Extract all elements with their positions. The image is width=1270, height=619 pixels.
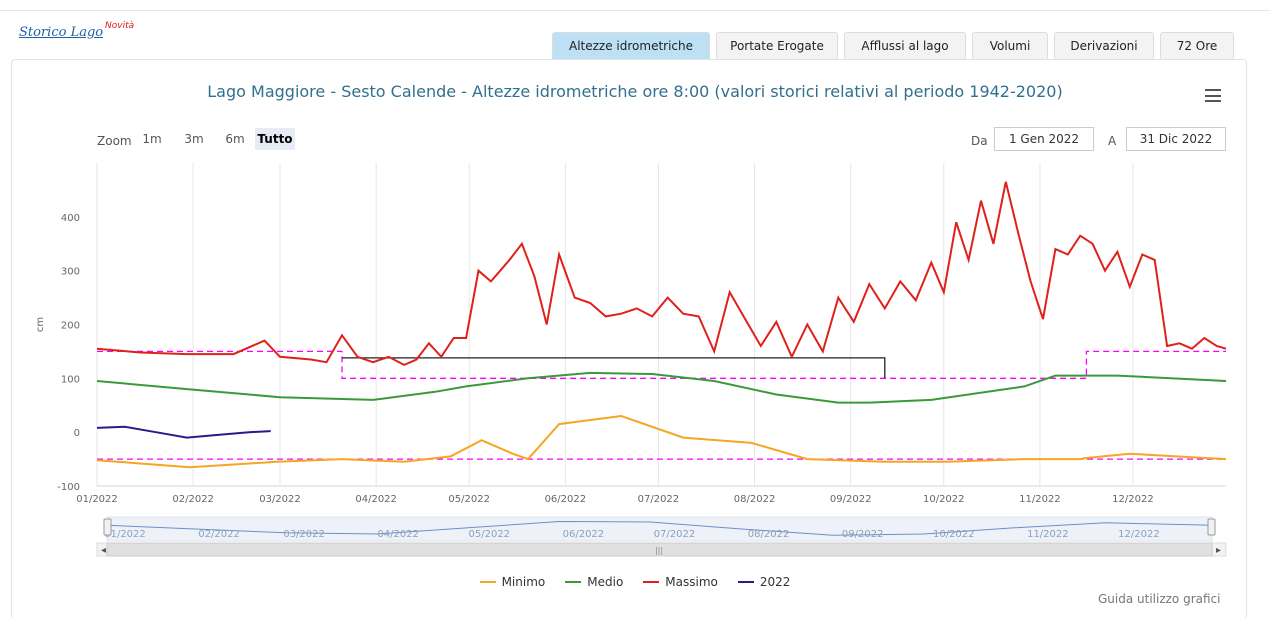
navigator-background [106,516,1213,542]
top-divider [0,10,1270,11]
legend-swatch-2022 [737,581,754,583]
zoom-3m-button[interactable]: 3m [184,132,204,146]
tab-portate-erogate[interactable]: Portate Erogate [716,32,838,59]
x-tick-label: 12/2022 [1112,494,1154,505]
reference-line [97,350,1226,379]
legend: Minimo Medio Massimo 2022 [0,575,1270,589]
zoom-1m-button[interactable]: 1m [142,132,162,146]
storico-lago-link[interactable]: Storico Lago [19,25,104,40]
range-to-label: A [1108,134,1117,148]
new-badge: Novità [105,21,135,31]
x-tick-label: 11/2022 [1019,494,1061,505]
guide-link[interactable]: Guida utilizzo grafici [1098,592,1221,606]
y-tick-label: 300 [61,267,80,278]
y-axis-label: cm [35,317,46,332]
range-to-input[interactable]: 31 Dic 2022 [1126,127,1226,151]
navigator-series-line [106,520,1213,536]
legend-item-minimo[interactable]: Minimo [479,575,545,589]
x-tick-label: 01/2022 [76,494,118,505]
tab-derivazioni[interactable]: Derivazioni [1054,32,1154,59]
y-tick-label: 400 [61,213,80,224]
y-tick-label: 0 [74,428,80,439]
x-tick-label: 04/2022 [355,494,397,505]
navigator-tick-label: 07/2022 [654,529,696,540]
hamburger-menu-icon[interactable] [1205,89,1221,102]
scrollbar-thumb [106,542,1213,557]
zoom-6m-button[interactable]: 6m [225,132,245,146]
y-tick-label: 100 [61,374,80,385]
navigator-tick-label: 01/2022 [104,529,146,540]
navigator-tick-label: 06/2022 [563,529,605,540]
x-tick-label: 10/2022 [923,494,965,505]
zoom-label: Zoom [97,134,132,148]
navigator-tick-label: 10/2022 [933,529,975,540]
navigator-tick-label: 09/2022 [842,529,884,540]
chart-panel [11,59,1247,619]
navigator-tick-label: 12/2022 [1118,529,1160,540]
x-tick-label: 02/2022 [172,494,214,505]
legend-item-medio[interactable]: Medio [565,575,623,589]
navigator-tick-label: 08/2022 [748,529,790,540]
x-tick-label: 05/2022 [448,494,490,505]
navigator-tick-label: 04/2022 [377,529,419,540]
x-tick-label: 08/2022 [734,494,776,505]
navigator-tick-label: 05/2022 [469,529,511,540]
series-line-minimo [96,414,1227,469]
tab-72-ore[interactable]: 72 Ore [1160,32,1234,59]
zoom-all-button[interactable]: Tutto [255,128,295,150]
x-tick-label: 09/2022 [830,494,872,505]
series-line-massimo [96,181,1227,367]
legend-swatch-medio [565,581,582,583]
scroll-right-arrow-icon: ▸ [1216,545,1221,556]
legend-swatch-minimo [479,581,496,583]
series-line-medio [96,371,1227,404]
legend-swatch-massimo [643,581,660,583]
chart-title: Lago Maggiore - Sesto Calende - Altezze … [207,82,1063,101]
range-from-label: Da [971,134,988,148]
tab-bar: Altezze idrometriche Portate Erogate Aff… [552,32,1240,59]
range-from-input[interactable]: 1 Gen 2022 [994,127,1094,151]
tab-altezze-idrometriche[interactable]: Altezze idrometriche [552,32,710,59]
x-tick-label: 06/2022 [545,494,587,505]
navigator-handle-right [1207,518,1216,536]
y-tick-label: 200 [61,321,80,332]
navigator-tick-label: 02/2022 [198,529,240,540]
series-line-2022 [96,425,271,439]
navigator-tick-label: 03/2022 [283,529,325,540]
tab-afflussi-al-lago[interactable]: Afflussi al lago [844,32,966,59]
navigator-tick-label: 11/2022 [1027,529,1069,540]
x-tick-label: 03/2022 [259,494,301,505]
tab-volumi[interactable]: Volumi [972,32,1048,59]
legend-item-2022[interactable]: 2022 [737,575,790,589]
navigator-handle-left [103,518,112,536]
scrollbar-grip-icon: ||| [655,546,663,555]
legend-item-massimo[interactable]: Massimo [643,575,718,589]
x-tick-label: 07/2022 [638,494,680,505]
y-tick-label: -100 [57,482,80,493]
scroll-left-arrow-icon: ◂ [101,545,106,556]
reference-line [342,357,886,379]
